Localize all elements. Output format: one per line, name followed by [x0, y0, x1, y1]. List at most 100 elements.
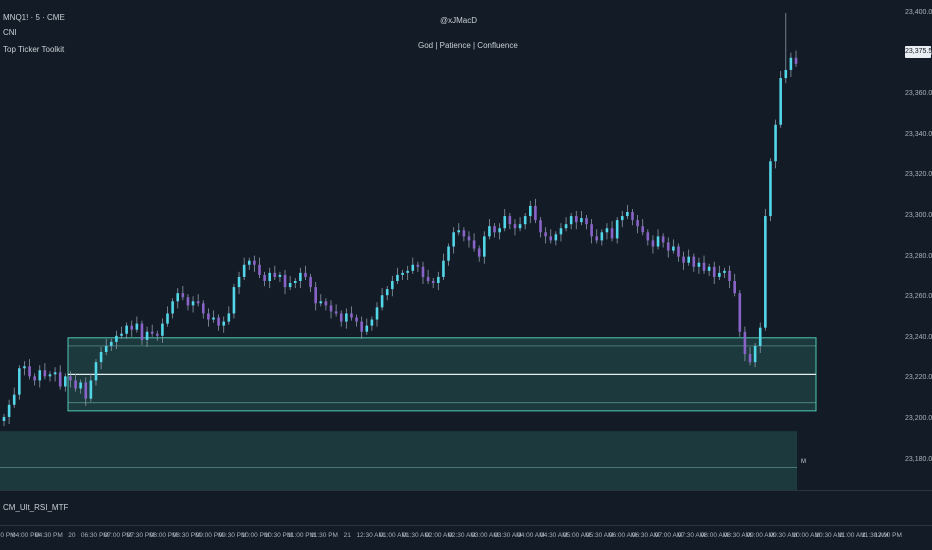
price-tick-label: 23,320.00	[905, 171, 932, 179]
candle-body	[140, 323, 144, 340]
candle-body	[580, 218, 583, 223]
candle-body	[365, 325, 369, 332]
candle-body	[104, 345, 108, 353]
candle-body	[396, 274, 399, 281]
candle-body	[7, 404, 11, 417]
candle-body	[38, 370, 42, 381]
candle-body	[232, 287, 236, 314]
candle-body	[43, 370, 47, 377]
candle-body	[513, 224, 517, 229]
price-tick-label: 23,280.00	[905, 252, 932, 260]
candle-body	[774, 124, 777, 162]
candle-body	[677, 246, 680, 257]
indicator-label-toolkit[interactable]: Top Ticker Toolkit	[3, 45, 65, 54]
candle-body	[58, 372, 62, 387]
candle-body	[299, 272, 302, 281]
candle-body	[309, 276, 312, 288]
candle-body	[217, 317, 220, 326]
candle-body	[518, 224, 522, 229]
time-tick-label: 08:30 AM	[723, 532, 752, 539]
time-tick-label: 09:30 PM	[218, 532, 247, 539]
time-tick-label: 11:00 AM	[838, 532, 866, 539]
candle-body	[605, 228, 609, 233]
candle-body	[207, 313, 210, 320]
time-axis-separator	[0, 525, 932, 526]
time-tick-label: 11:00 PM	[287, 532, 315, 539]
candle-body	[758, 327, 762, 346]
time-tick-label: 09:00 PM	[195, 532, 224, 539]
time-tick-label: 07:00 PM	[103, 532, 132, 539]
time-tick-label: 03:30 AM	[494, 532, 522, 539]
candle-body	[166, 313, 169, 324]
candle-body	[258, 264, 261, 275]
candle-body	[115, 335, 118, 342]
pane-separator[interactable]	[0, 490, 932, 491]
candle-body	[237, 276, 241, 288]
candle-body	[253, 260, 256, 265]
candle-body	[452, 232, 455, 247]
candle-body	[437, 276, 440, 284]
candle-body	[161, 323, 164, 336]
indicator-pane-label[interactable]: CM_Ult_RSI_MTF	[3, 503, 69, 512]
candle-body	[595, 236, 599, 241]
candle-body	[672, 246, 675, 251]
candle-body	[544, 232, 547, 237]
candle-body	[273, 272, 277, 277]
candle-body	[242, 264, 246, 277]
time-tick-label: 06:30 AM	[631, 532, 660, 539]
candle-body	[585, 218, 588, 225]
candle-body	[324, 301, 328, 306]
candle-body	[523, 216, 527, 225]
candle-body	[196, 301, 200, 304]
time-tick-label: 08:00 PM	[149, 532, 178, 539]
time-tick-label: 04:00 PM	[12, 532, 40, 539]
candle-body	[48, 374, 52, 377]
time-tick-label: 09:30 AM	[769, 532, 797, 539]
candle-body	[176, 293, 180, 302]
candle-body	[181, 293, 185, 298]
time-tick-label: 07:30 AM	[677, 532, 706, 539]
candle-body	[554, 234, 558, 241]
candle-body	[651, 240, 655, 247]
candle-body	[626, 212, 629, 217]
time-tick-label: 03:00 AM	[471, 532, 499, 539]
time-tick-label: 09:00 AM	[746, 532, 775, 539]
candle-body	[769, 161, 772, 217]
candle-body	[646, 232, 650, 241]
candle-body	[247, 260, 251, 265]
candle-body	[304, 272, 307, 277]
candle-body	[620, 216, 624, 221]
candle-body	[293, 280, 297, 284]
candle-body	[406, 270, 409, 273]
candle-body	[110, 341, 113, 346]
time-tick-label: 04:30 AM	[540, 532, 568, 539]
candle-body	[2, 416, 6, 422]
candle-body	[447, 246, 450, 261]
watermark-handle: @xJMacD	[440, 16, 478, 25]
time-tick-label: 11:30 AM	[861, 532, 889, 539]
price-tick-label: 23,180.00	[905, 455, 932, 463]
price-tick-label: 23,400.00	[905, 9, 932, 17]
candle-body	[656, 236, 660, 247]
candle-body	[18, 368, 21, 395]
candle-body	[370, 319, 374, 326]
candle-body	[191, 301, 195, 306]
candle-body	[426, 276, 430, 281]
candle-body	[687, 256, 690, 263]
candle-body	[319, 301, 323, 304]
time-tick-label: 0 PM	[0, 532, 16, 539]
symbol-label[interactable]: MNQ1! · 5 · CME	[3, 13, 65, 22]
candle-body	[74, 380, 77, 389]
time-tick-label: 05:30 AM	[585, 532, 614, 539]
candle-body	[738, 293, 742, 332]
indicator-label-cni[interactable]: CNI	[3, 28, 17, 37]
candle-body	[125, 325, 128, 334]
candle-body	[12, 394, 16, 405]
candle-body	[697, 262, 701, 267]
candle-body	[186, 297, 190, 306]
candle-body	[278, 274, 282, 277]
price-tick-label: 23,340.00	[905, 130, 932, 138]
price-tick-label: 23,220.00	[905, 374, 932, 382]
candle-body	[779, 78, 782, 125]
